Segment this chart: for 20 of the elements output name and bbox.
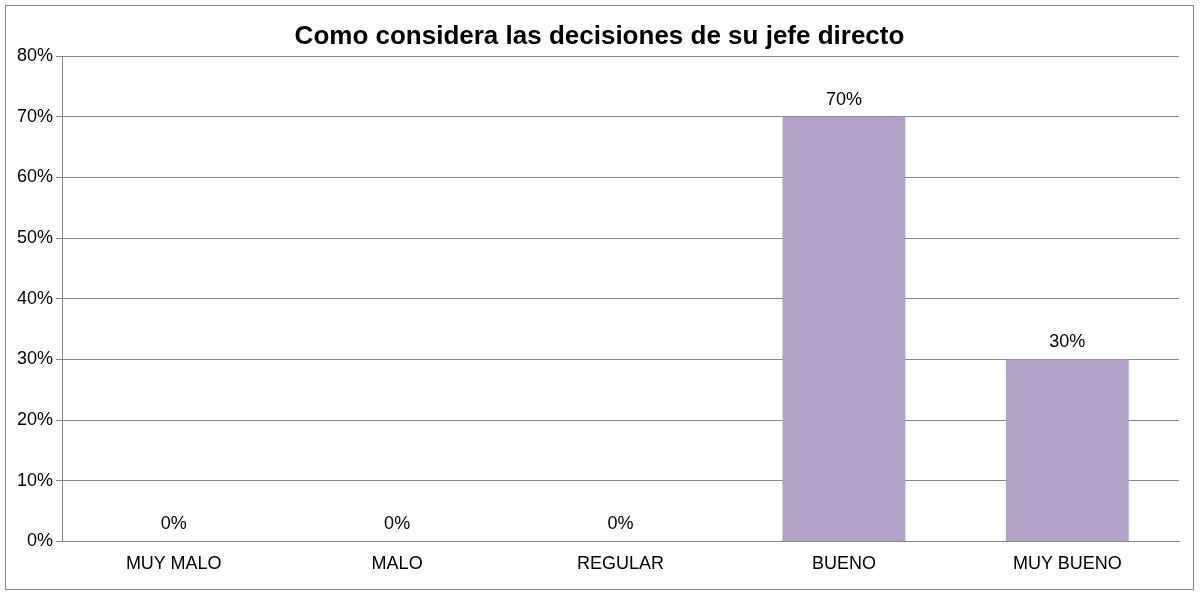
y-tick-label: 40% — [17, 287, 54, 308]
y-tick-label: 10% — [17, 469, 54, 490]
data-label: 0% — [607, 513, 634, 534]
y-tick-label: 80% — [17, 44, 54, 65]
y-tick-label: 70% — [17, 105, 54, 126]
x-tick-label: REGULAR — [577, 553, 665, 574]
y-tick-label: 0% — [27, 530, 54, 551]
data-label: 30% — [1049, 331, 1086, 352]
y-tick-label: 50% — [17, 226, 54, 247]
x-tick-label: MUY BUENO — [1012, 553, 1122, 574]
chart-title: Como considera las decisiones de su jefe directo — [294, 20, 905, 50]
y-tick-label: 60% — [17, 166, 54, 187]
y-tick-label: 30% — [17, 348, 54, 369]
data-label: 70% — [825, 88, 862, 109]
data-label: 0% — [160, 513, 187, 534]
x-tick-label: MALO — [371, 553, 423, 574]
y-tick-label: 20% — [17, 409, 54, 430]
x-tick-label: MUY MALO — [125, 553, 222, 574]
x-tick-label: BUENO — [811, 553, 876, 574]
data-label: 0% — [384, 513, 411, 534]
